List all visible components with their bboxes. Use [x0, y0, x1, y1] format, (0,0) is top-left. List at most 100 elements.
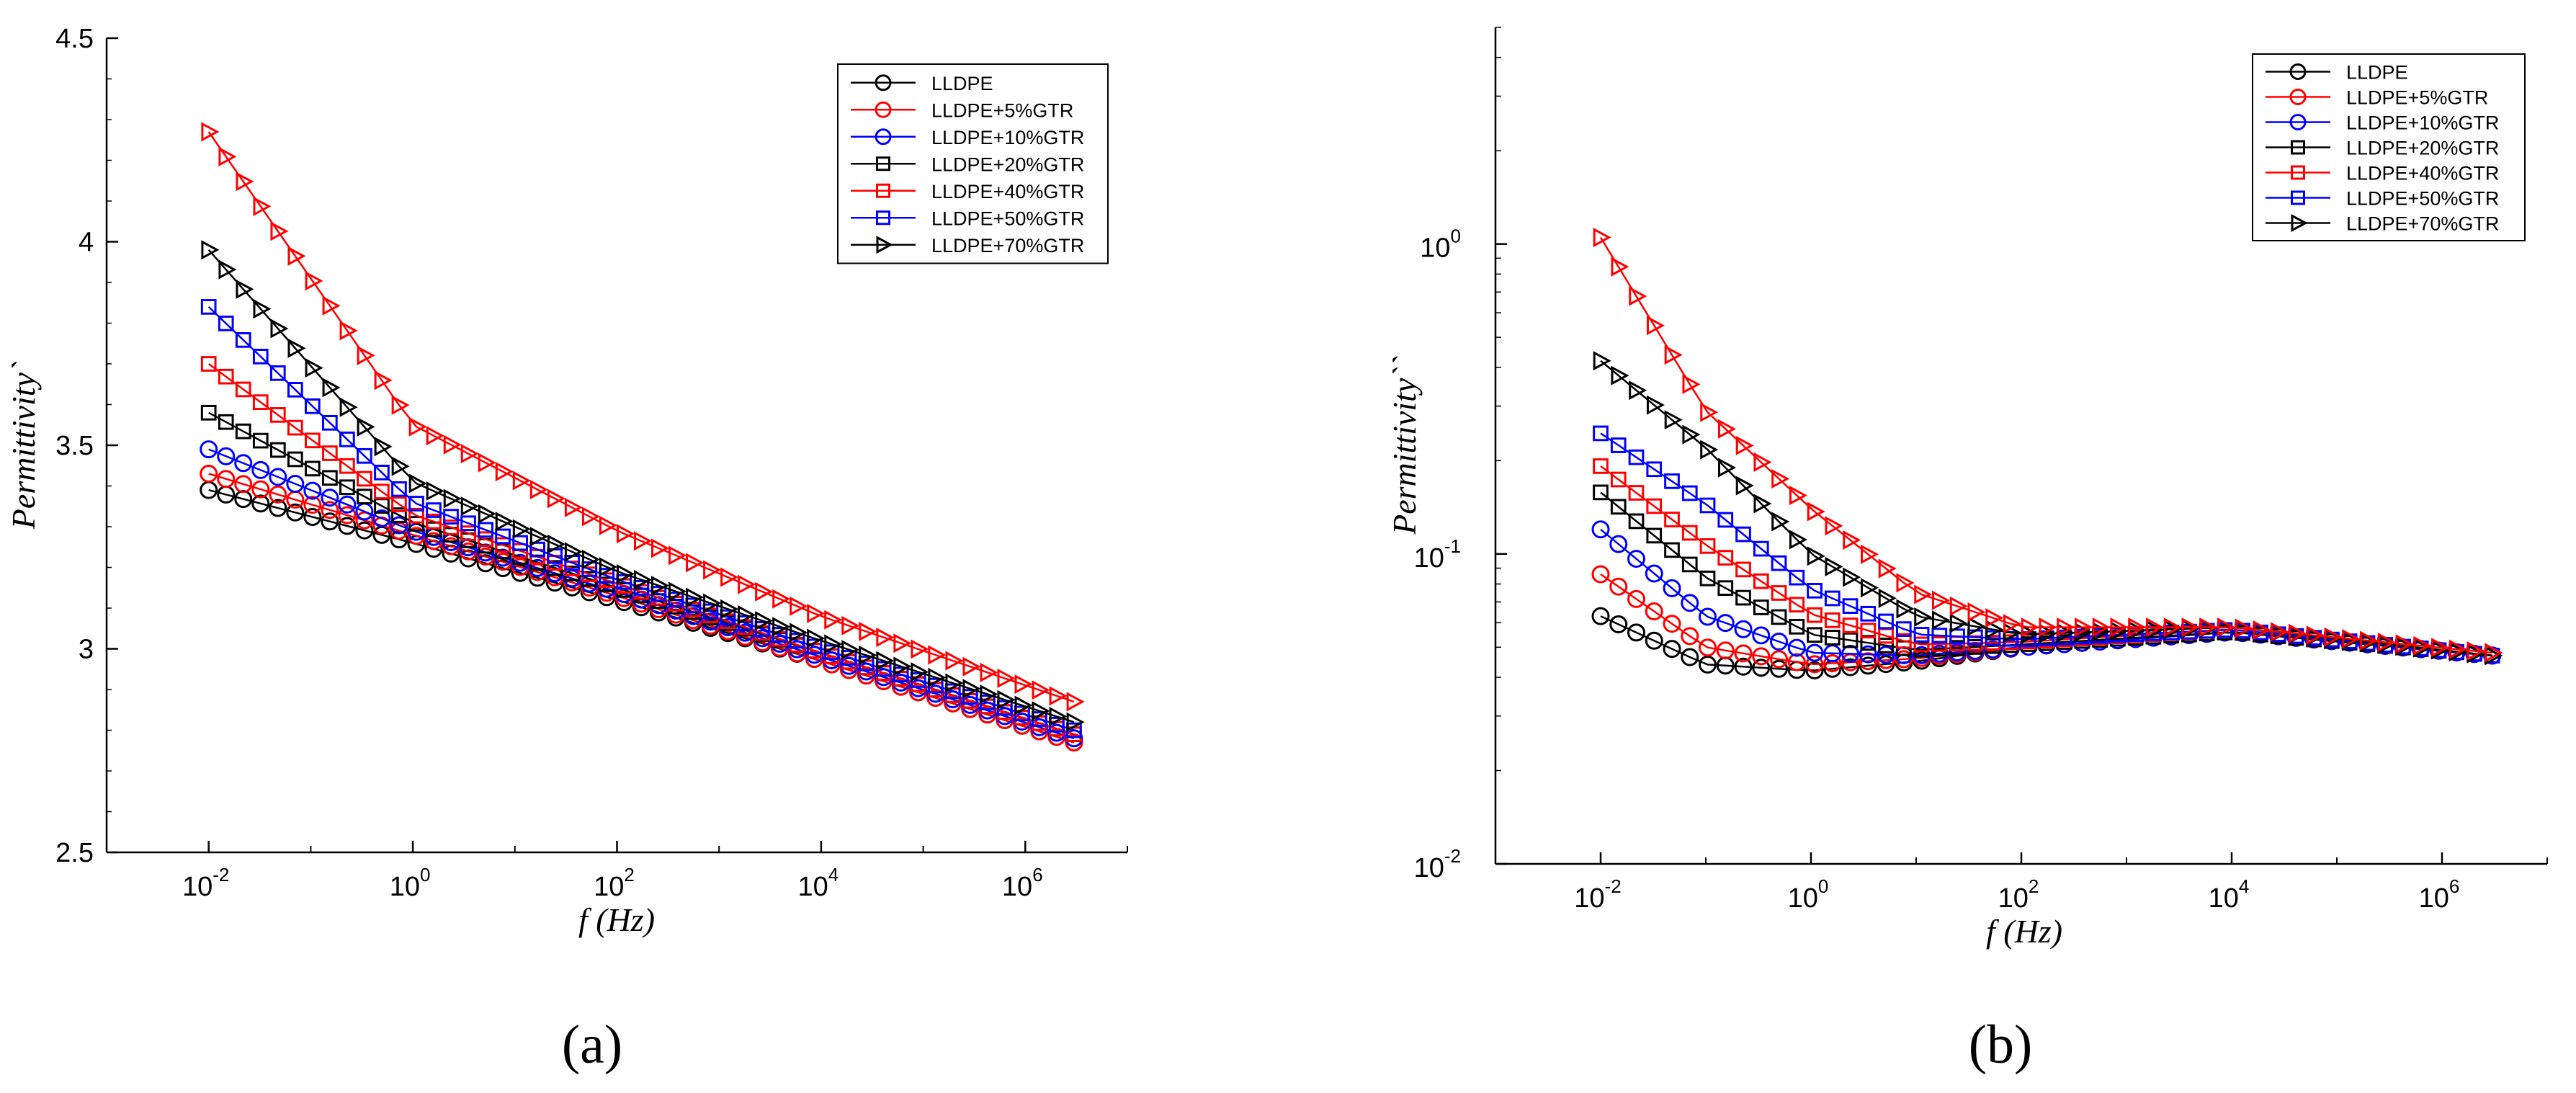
data-point — [2075, 617, 2093, 638]
data-point — [1753, 494, 1772, 514]
data-point — [357, 470, 372, 487]
data-point — [1771, 469, 1790, 489]
data-point — [338, 517, 357, 535]
data-point — [2021, 617, 2039, 638]
data-point — [718, 617, 737, 636]
y-axis-label-b: Permittivity`` — [1386, 355, 1423, 535]
data-point — [1611, 256, 1629, 277]
data-point — [286, 475, 305, 494]
data-point — [686, 553, 705, 573]
data-point — [408, 473, 427, 494]
data-point — [426, 481, 444, 501]
data-point — [236, 279, 254, 299]
data-point — [2003, 614, 2022, 634]
data-point — [303, 481, 322, 500]
data-point — [1735, 561, 1751, 578]
data-point — [1049, 706, 1068, 726]
data-point — [790, 623, 808, 643]
data-point — [945, 651, 964, 671]
data-point — [287, 419, 303, 436]
data-point — [460, 496, 479, 517]
x-axis-label-b: f (Hz) — [1986, 913, 2062, 950]
data-point — [1735, 476, 1754, 496]
data-point — [1609, 577, 1628, 596]
data-point — [217, 470, 236, 488]
data-point — [684, 607, 702, 625]
data-point — [1681, 485, 1698, 501]
data-point — [703, 593, 722, 613]
legend-label: LLDPE+5%GTR — [931, 99, 1073, 121]
data-point — [1699, 538, 1716, 554]
data-point — [218, 414, 234, 430]
y-tick-label: 3.5 — [55, 431, 94, 461]
data-point — [322, 445, 338, 461]
legend-label: LLDPE+70%GTR — [2346, 213, 2499, 235]
data-point — [1789, 597, 1805, 613]
legend-label: LLDPE+10%GTR — [2346, 112, 2499, 134]
data-point — [1717, 512, 1734, 528]
data-point — [1859, 645, 1877, 664]
data-point — [945, 673, 964, 693]
data-point — [1591, 607, 1610, 625]
data-point — [269, 485, 287, 504]
data-point — [1663, 579, 1681, 597]
data-point — [2235, 618, 2253, 638]
data-point — [408, 416, 427, 437]
data-point — [564, 542, 583, 562]
data-point — [357, 447, 372, 464]
legend-marker — [876, 183, 890, 198]
data-point — [564, 497, 583, 517]
data-point — [1699, 497, 1716, 514]
data-point — [928, 667, 947, 687]
data-point — [2163, 617, 2182, 638]
data-point — [251, 494, 270, 513]
data-point — [201, 240, 220, 260]
data-point — [2485, 643, 2503, 663]
data-point — [1610, 499, 1627, 515]
data-point — [200, 356, 217, 372]
data-point — [1032, 701, 1050, 721]
data-point — [545, 564, 564, 583]
y-tick-label: 3 — [79, 635, 94, 665]
data-point — [1627, 623, 1646, 642]
data-point — [1699, 607, 1717, 626]
data-point — [1734, 620, 1753, 638]
data-point — [1699, 655, 1717, 674]
data-point — [374, 437, 393, 457]
data-point — [322, 414, 338, 431]
data-point — [1878, 613, 1894, 630]
axes-b — [1494, 27, 2547, 865]
data-point — [1593, 458, 1609, 474]
data-point — [1914, 607, 1933, 627]
data-point — [1699, 638, 1717, 657]
data-point — [374, 464, 390, 481]
data-point — [876, 628, 895, 648]
data-point — [217, 447, 236, 465]
data-point — [1610, 471, 1627, 488]
data-point — [1789, 530, 1807, 550]
data-point — [980, 662, 998, 682]
data-point — [1627, 589, 1646, 608]
legend-marker — [2291, 140, 2305, 155]
data-point — [322, 470, 338, 486]
data-point — [1805, 661, 1824, 679]
data-point — [755, 581, 774, 602]
data-point — [1949, 613, 1968, 633]
data-point — [2360, 630, 2379, 651]
data-point — [1663, 615, 1681, 633]
data-point — [1735, 435, 1754, 455]
data-point — [1645, 602, 1663, 621]
data-point — [1753, 452, 1772, 472]
legend-marker — [2289, 89, 2307, 105]
data-point — [1753, 599, 1769, 615]
data-point — [1914, 584, 1933, 605]
data-point — [1752, 659, 1771, 677]
data-point — [1878, 588, 1897, 608]
data-point — [304, 398, 321, 414]
data-point — [1807, 607, 1823, 623]
data-point — [287, 338, 306, 358]
data-point — [1591, 520, 1610, 539]
data-point — [1789, 486, 1807, 506]
legend-marker — [876, 156, 890, 171]
data-point — [234, 475, 253, 494]
